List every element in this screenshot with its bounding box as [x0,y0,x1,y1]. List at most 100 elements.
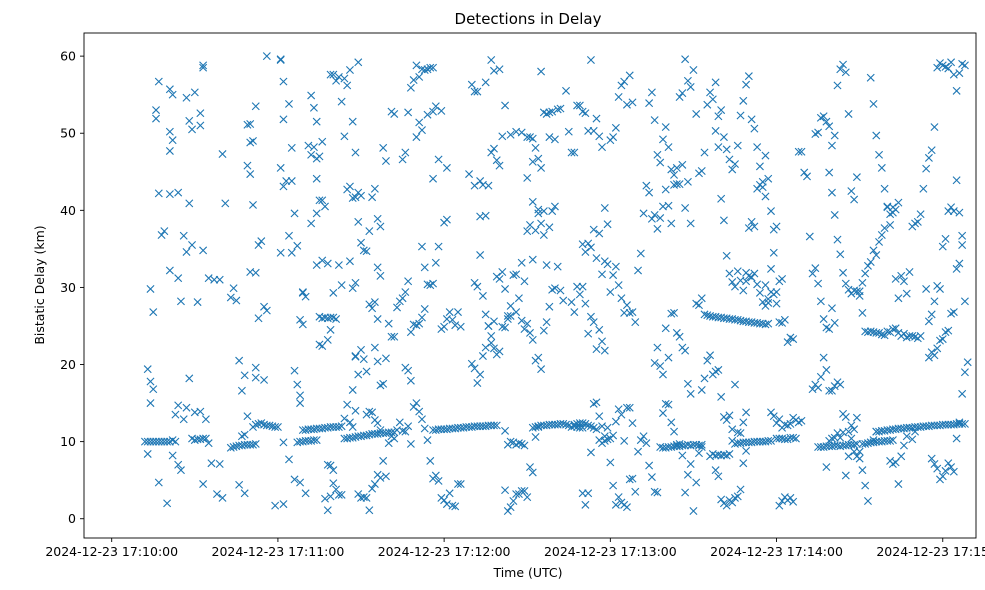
data-point [667,219,676,228]
data-point [204,274,213,283]
data-point [877,330,886,339]
data-point [667,165,676,174]
data-point [822,463,831,472]
data-point [503,311,512,320]
data-point [670,427,679,436]
data-point [847,434,856,443]
data-point [279,500,288,509]
data-point [764,436,773,445]
data-point [368,408,377,417]
data-point [470,181,479,190]
data-point [736,429,745,438]
data-point [725,449,734,458]
data-point [891,274,900,283]
data-point [960,61,969,70]
data-point [670,170,679,179]
data-point [797,147,806,156]
data-point [761,281,770,290]
data-point [448,315,457,324]
data-point [755,162,764,171]
data-point [337,422,346,431]
data-point [296,399,305,408]
data-point [359,246,368,255]
data-point [606,288,615,297]
data-point [168,90,177,99]
data-point [329,466,338,475]
data-point [149,385,158,394]
data-point [526,463,534,472]
data-point [495,274,504,283]
data-point [827,386,836,395]
data-point [647,88,656,97]
data-point [863,261,872,270]
data-point [631,487,640,496]
data-point [534,205,543,214]
data-point [174,188,183,197]
data-point [531,422,540,431]
data-point [628,98,637,107]
data-point [387,428,396,437]
data-point [379,456,388,465]
data-point [949,70,958,79]
data-point [833,235,842,244]
data-point [728,165,737,174]
data-point [728,278,737,287]
data-point [248,200,257,209]
data-point [279,438,288,447]
data-point [539,326,548,335]
data-point [717,392,726,401]
data-point [545,223,554,232]
data-point [772,299,781,308]
data-point [886,220,895,229]
data-point [725,269,734,278]
data-point [952,86,961,95]
data-point [528,423,537,432]
data-point [661,324,670,333]
data-point [476,370,485,379]
data-point [285,99,293,108]
data-point [406,83,415,92]
data-point [517,128,526,137]
data-point [489,421,498,430]
data-point [880,184,889,193]
data-point [603,260,612,269]
data-marks [140,52,972,516]
data-point [916,332,925,340]
data-point [473,87,482,96]
x-axis: 2024-12-23 17:10:00 2024-12-23 17:11:00 20… [45,538,985,559]
data-point [318,256,327,265]
data-point [598,337,607,346]
data-point [675,180,684,189]
data-point [429,63,438,72]
data-point [833,81,842,90]
data-point [537,67,546,76]
data-point [373,214,382,223]
data-point [672,328,681,337]
data-point [697,440,706,449]
data-point [542,318,551,327]
data-point [514,294,523,303]
data-point [240,430,249,439]
data-point [653,488,662,497]
data-point [935,284,944,293]
data-point [212,490,221,499]
data-point [379,143,388,152]
data-point [287,143,296,152]
data-point [260,375,269,384]
data-point [476,177,485,186]
data-point [949,207,958,216]
data-point [512,308,521,317]
data-point [406,328,415,337]
data-point [514,439,523,448]
data-point [315,152,324,161]
data-point [470,87,479,96]
data-point [941,466,950,475]
data-point [686,459,695,468]
data-point [683,470,692,479]
data-point [520,486,529,495]
data-point [340,132,349,141]
data-point [836,380,845,389]
data-point [722,416,731,425]
data-point [165,146,174,155]
data-point [152,106,161,115]
